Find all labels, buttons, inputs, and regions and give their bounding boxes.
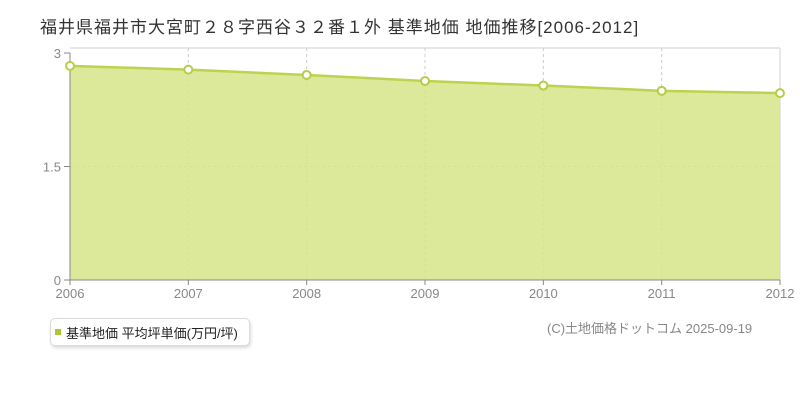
y-tick-label-0: 0 (54, 273, 61, 288)
legend-label: 基準地価 平均坪単価(万円/坪) (66, 325, 238, 341)
y-tick-label-3: 3 (54, 46, 61, 61)
y-tick-label-1.5: 1.5 (43, 160, 61, 175)
x-tick-label-2008: 2008 (292, 286, 321, 301)
x-tick-label-2011: 2011 (648, 286, 676, 301)
area-fill (70, 65, 780, 280)
page-title: 福井県福井市大宮町２８字西谷３２番１外 基準地価 地価推移[2006-2012] (40, 18, 640, 37)
data-point-2009[interactable] (420, 75, 430, 86)
copyright-text: (C)土地価格ドットコム 2025-09-19 (547, 321, 753, 336)
x-tick-label-2009: 2009 (411, 286, 440, 301)
x-tick-label-2006: 2006 (56, 286, 85, 301)
data-point-2007[interactable] (183, 64, 194, 75)
data-point-2006[interactable] (65, 60, 75, 71)
data-point-2010[interactable] (538, 80, 549, 91)
x-tick-label-2007: 2007 (174, 286, 203, 301)
data-point-2008[interactable] (301, 69, 312, 80)
data-point-2011[interactable] (656, 85, 667, 96)
x-tick-label-2010: 2010 (529, 286, 558, 301)
data-point-2012[interactable] (775, 88, 785, 99)
x-tick-label-2012: 2012 (766, 286, 795, 301)
legend: 基準地価 平均坪単価(万円/坪) (50, 318, 250, 346)
legend-marker-icon (55, 329, 61, 335)
